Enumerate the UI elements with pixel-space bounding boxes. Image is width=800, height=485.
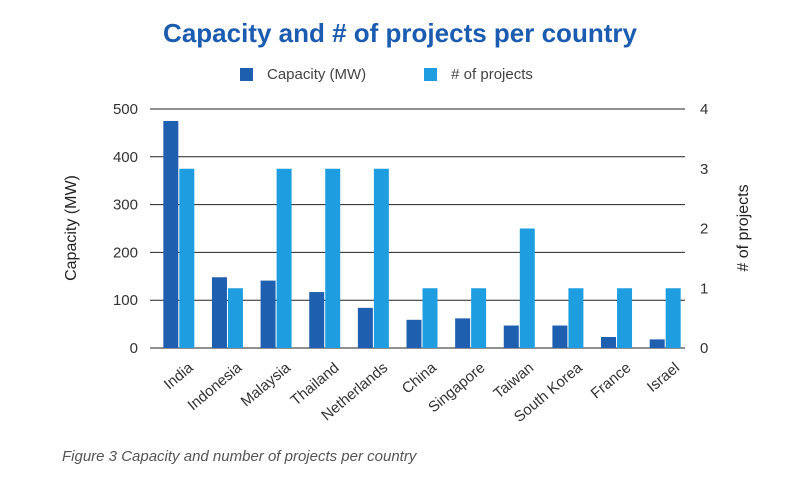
tick-labels: 0 100 200 300 400 500 0 1 2 3 4 IndiaIndonesiaMalay…: [113, 101, 708, 426]
bar-capacity-india: [163, 120, 179, 348]
bar-projects-israel: [665, 288, 681, 348]
x-tick-label: France: [588, 359, 635, 402]
y-axis-title-left: Capacity (MW): [63, 175, 80, 281]
bar-projects-thailand: [325, 168, 341, 348]
y-tick-left: 300: [113, 197, 138, 214]
figure-caption: Figure 3 Capacity and number of projects…: [62, 448, 417, 465]
legend: Capacity (MW) # of projects: [240, 64, 591, 84]
bar-projects-singapore: [471, 288, 487, 348]
x-tick-label: China: [399, 359, 440, 398]
x-tick-label: Indonesia: [184, 359, 245, 414]
y-tick-left: 0: [130, 340, 138, 357]
legend-label-capacity: Capacity (MW): [267, 65, 367, 83]
bar-capacity-indonesia: [211, 277, 227, 348]
bars: [163, 120, 681, 348]
y-tick-right: 2: [700, 221, 708, 238]
bar-capacity-china: [406, 319, 422, 348]
bar-capacity-france: [601, 337, 617, 348]
bar-projects-india: [179, 168, 195, 348]
x-tick-label: India: [161, 359, 197, 393]
y-tick-right: 1: [700, 280, 708, 297]
y-axis-title-right: # of projects: [735, 184, 752, 271]
y-tick-left: 400: [113, 149, 138, 166]
chart-title: Capacity and # of projects per country: [163, 18, 637, 48]
bar-capacity-israel: [649, 339, 665, 348]
bar-capacity-singapore: [455, 318, 471, 348]
x-tick-label: Malaysia: [238, 359, 295, 410]
legend-swatch-capacity: [240, 67, 253, 81]
bar-projects-taiwan: [519, 228, 535, 348]
bar-projects-netherlands: [373, 168, 389, 348]
legend-projects: # of projects: [424, 66, 533, 83]
bar-projects-malaysia: [276, 168, 292, 348]
bar-capacity-netherlands: [357, 307, 373, 348]
bar-capacity-thailand: [309, 292, 325, 348]
y-tick-left: 200: [113, 244, 138, 261]
y-tick-right: 4: [700, 101, 708, 118]
legend-swatch-projects: [424, 67, 438, 81]
bar-projects-indonesia: [227, 288, 243, 348]
x-tick-label: Israel: [644, 359, 683, 396]
bar-projects-france: [617, 288, 633, 348]
y-tick-right: 3: [700, 161, 708, 178]
bar-capacity-south-korea: [552, 325, 568, 348]
y-tick-left: 100: [113, 292, 138, 309]
y-tick-right: 0: [700, 340, 708, 357]
legend-label-projects: # of projects: [451, 65, 533, 83]
bar-projects-south-korea: [568, 288, 584, 348]
bar-capacity-malaysia: [260, 280, 276, 348]
y-tick-left: 500: [113, 101, 138, 118]
bar-projects-china: [422, 288, 438, 348]
legend-capacity: Capacity (MW): [240, 66, 366, 83]
bar-capacity-taiwan: [503, 325, 519, 348]
